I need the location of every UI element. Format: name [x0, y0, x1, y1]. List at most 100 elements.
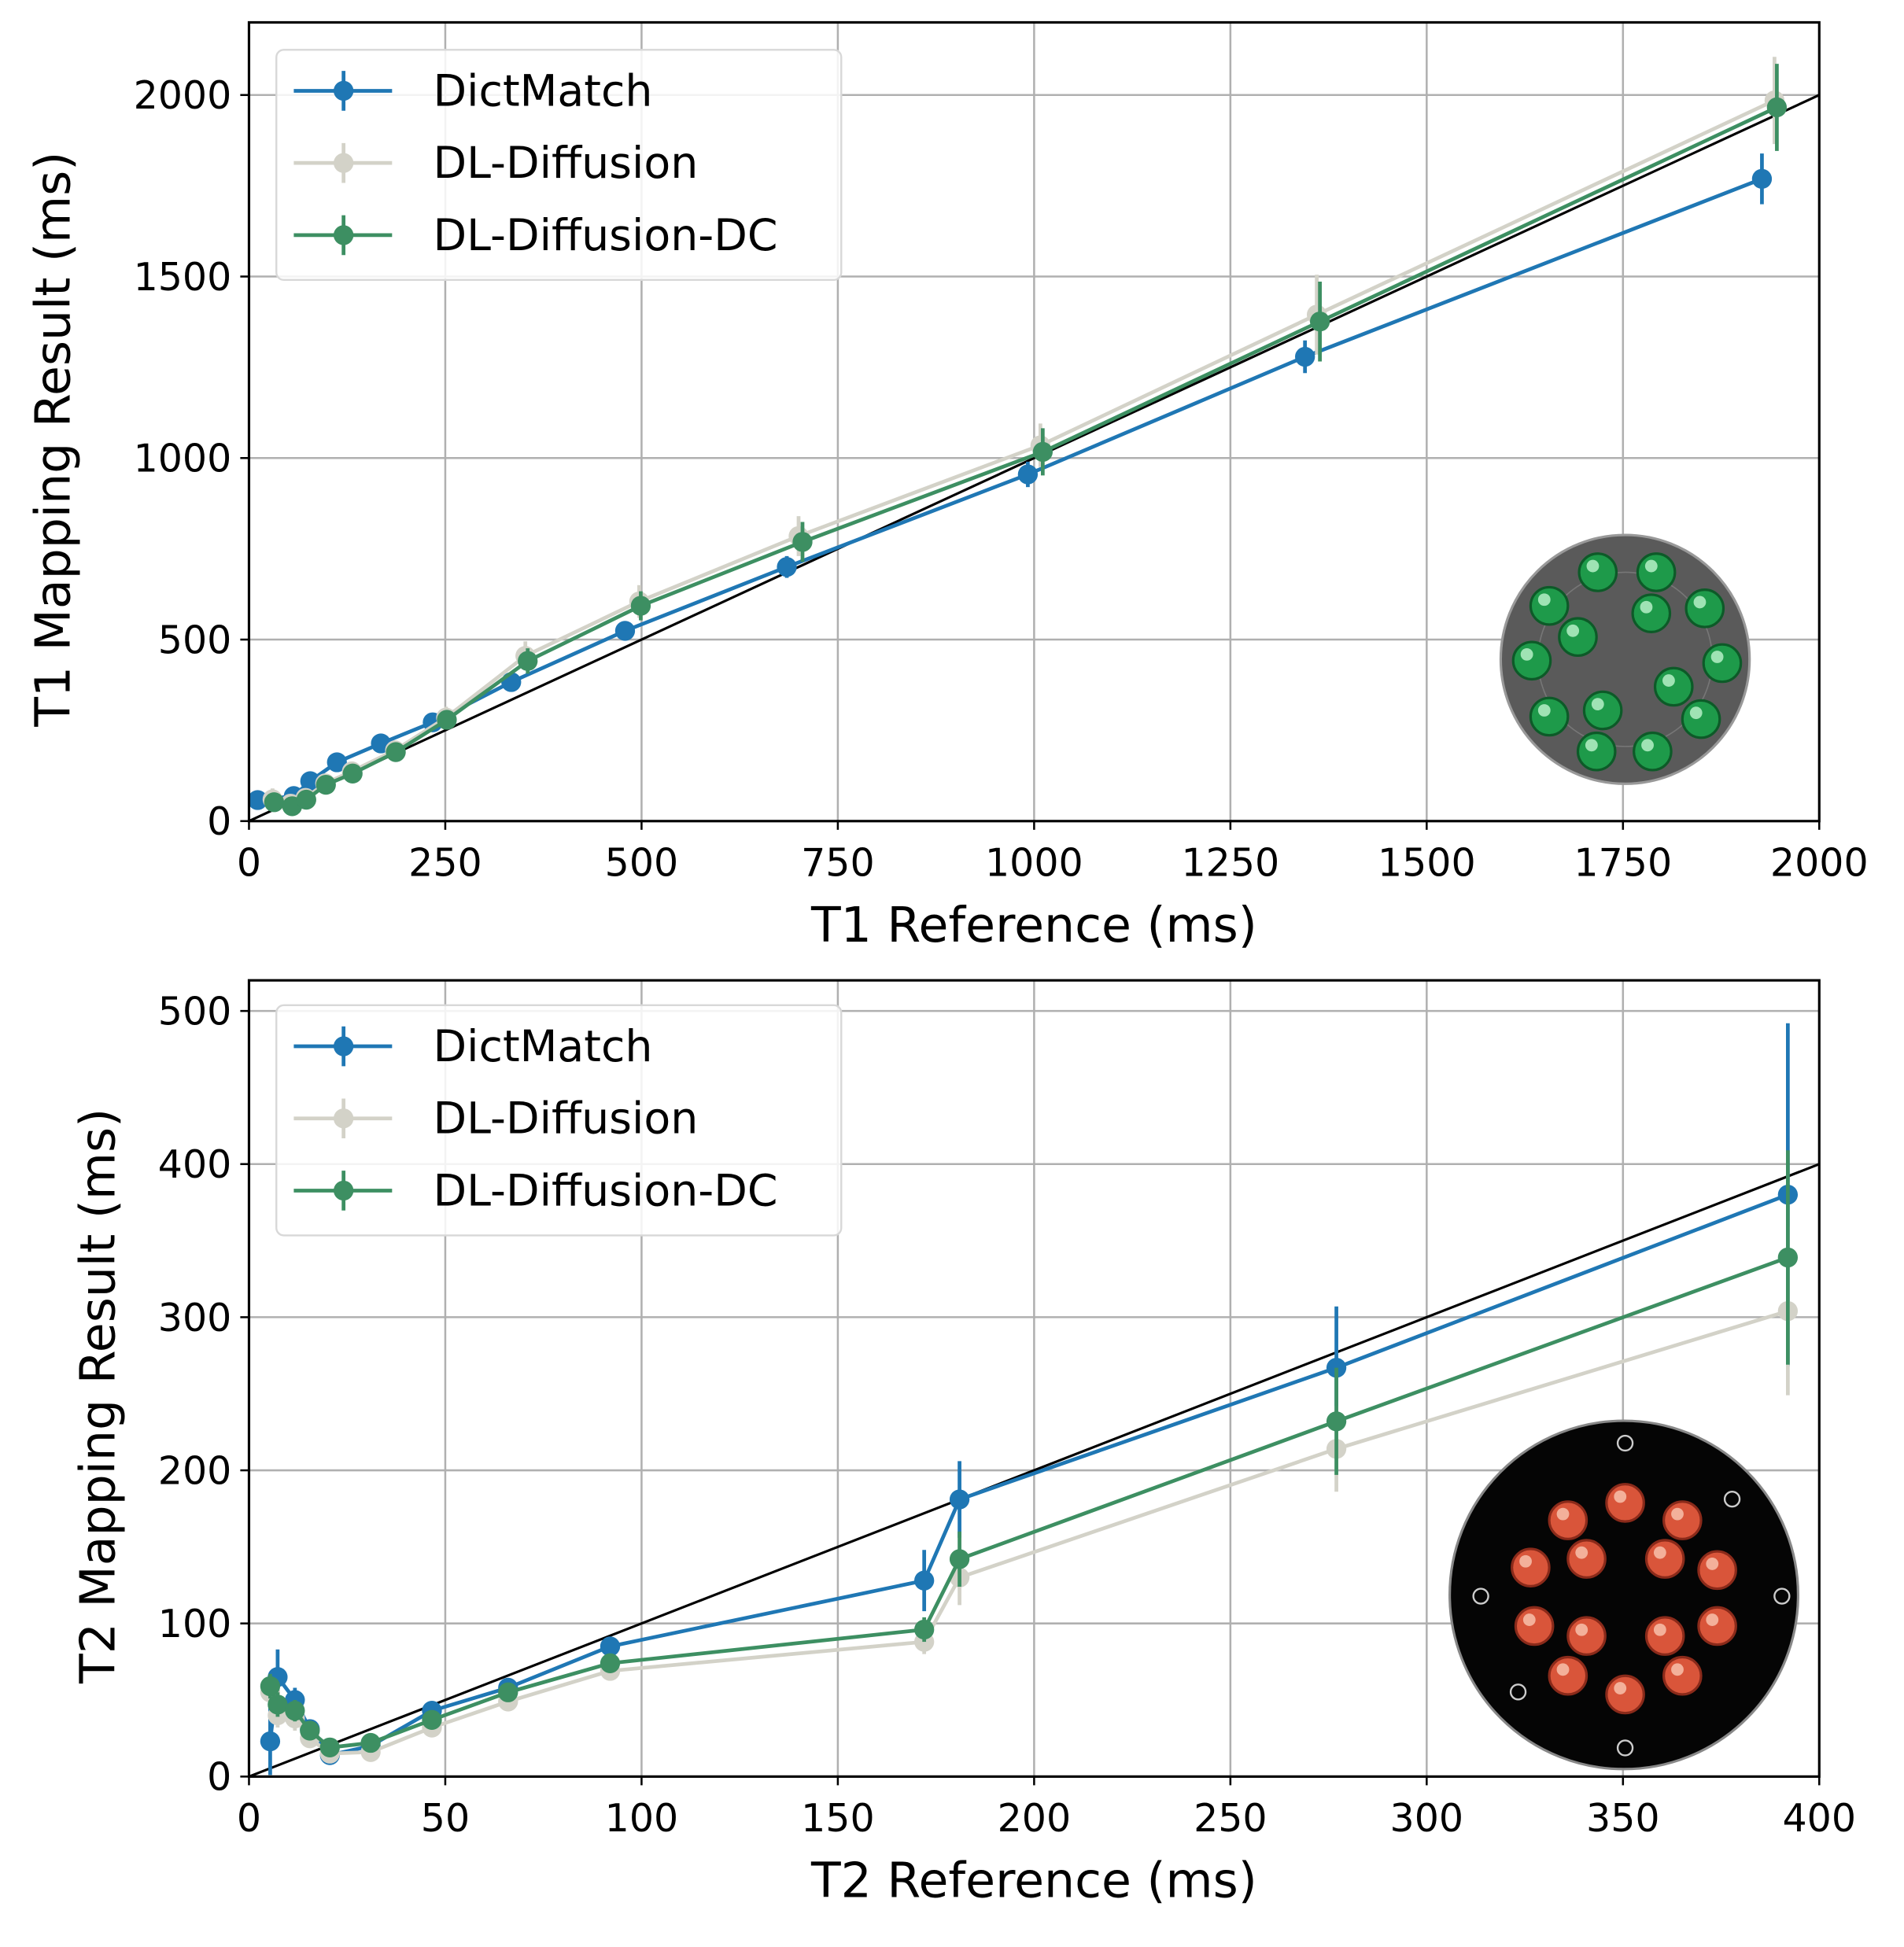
vial-highlight	[1522, 1613, 1536, 1626]
phantom-vial	[1511, 640, 1552, 681]
phantom-vial	[1684, 588, 1725, 629]
data-point	[792, 532, 813, 552]
y-tick-label: 100	[158, 1601, 232, 1646]
data-point	[386, 742, 406, 762]
x-tick-label: 400	[1783, 1795, 1857, 1841]
vial-highlight	[1689, 706, 1703, 720]
axes-frame	[247, 20, 1821, 823]
data-point	[1295, 346, 1315, 367]
phantom-vial	[1558, 617, 1598, 658]
legend-label: DL-Diffusion-DC	[434, 211, 778, 261]
x-tick-label: 1750	[1574, 839, 1672, 885]
x-tick-label: 0	[237, 1795, 261, 1841]
phantom-vial	[1529, 585, 1570, 626]
axes-frame	[247, 979, 1821, 1778]
x-tick-label: 500	[605, 839, 679, 885]
data-point	[498, 1682, 518, 1702]
vial-highlight	[1706, 1558, 1719, 1570]
data-point	[296, 789, 316, 810]
vial-highlight	[1640, 600, 1653, 614]
data-point	[327, 752, 347, 773]
x-tick-label: 200	[998, 1795, 1072, 1841]
y-axis-label: T1 Mapping Result (ms)	[25, 152, 82, 728]
phantom-vial	[1582, 690, 1623, 731]
legend-swatch-marker	[334, 225, 354, 245]
phantom-vial	[1576, 731, 1617, 772]
data-point	[1751, 168, 1773, 190]
data-point	[1766, 97, 1788, 118]
vial-highlight	[1653, 1623, 1666, 1636]
data-point	[949, 1489, 970, 1510]
vial-highlight	[1614, 1490, 1627, 1503]
t2-panel: 0 50 100 150 200 250 300 350 400 0 100 200 300 400 500…	[70, 979, 1857, 1909]
vial-highlight	[1556, 1663, 1570, 1676]
vial-highlight	[1706, 1613, 1719, 1626]
data-point	[600, 1636, 621, 1657]
legend-label: DL-Diffusion-DC	[434, 1166, 778, 1216]
vial-highlight	[1671, 1663, 1684, 1676]
phantom-vial	[1514, 1606, 1555, 1646]
vial-highlight	[1575, 1623, 1589, 1636]
x-tick-label: 100	[605, 1795, 679, 1841]
x-tick-label: 250	[1194, 1795, 1267, 1841]
data-point	[268, 1694, 288, 1715]
y-tick-label: 0	[207, 798, 231, 844]
x-tick-label: 300	[1390, 1795, 1464, 1841]
vial-highlight	[1585, 739, 1598, 752]
series-dl-diffusion-dc	[260, 1150, 1799, 1758]
data-point	[437, 710, 457, 730]
phantom-vial	[1697, 1550, 1737, 1591]
data-point	[285, 1700, 305, 1721]
data-point	[518, 651, 538, 671]
phantom-vial	[1653, 666, 1694, 707]
x-tick-label: 150	[801, 1795, 875, 1841]
phantom-vial	[1605, 1483, 1645, 1523]
vial-highlight	[1586, 559, 1600, 573]
y-tick-label: 500	[158, 989, 232, 1034]
data-point	[422, 1709, 442, 1730]
legend-label: DictMatch	[434, 66, 653, 116]
data-point	[949, 1549, 970, 1569]
phantom-marker	[1616, 1739, 1634, 1757]
y-tick-label: 2000	[134, 72, 232, 118]
x-tick-label: 1250	[1181, 839, 1279, 885]
vial-highlight	[1566, 624, 1580, 637]
phantom-vial	[1697, 1606, 1737, 1646]
y-tick-label: 500	[158, 617, 232, 662]
legend-swatch-marker	[334, 80, 354, 101]
data-point	[249, 790, 268, 810]
vial-highlight	[1644, 559, 1658, 573]
data-point	[300, 1720, 320, 1741]
vial-highlight	[1519, 1554, 1532, 1568]
legend-swatch-marker	[334, 1180, 354, 1201]
phantom-disc	[1448, 1419, 1799, 1771]
phantom-vial	[1577, 552, 1618, 592]
data-point	[630, 596, 651, 616]
y-axis-label: T2 Mapping Result (ms)	[70, 1108, 127, 1684]
legend-swatch-marker	[334, 1036, 354, 1056]
y-tick-label: 1500	[134, 254, 232, 300]
x-tick-label: 0	[237, 839, 261, 885]
identity-line	[249, 94, 1820, 821]
data-point	[1017, 464, 1039, 485]
phantom-vial	[1662, 1500, 1703, 1540]
data-point	[600, 1653, 621, 1673]
identity-line	[249, 1163, 1820, 1777]
data-point	[342, 763, 363, 784]
y-tick-label: 1000	[134, 436, 232, 481]
y-tick-label: 200	[158, 1447, 232, 1493]
phantom-vial	[1681, 699, 1721, 739]
x-tick-label: 1000	[985, 839, 1083, 885]
legend-label: DictMatch	[434, 1022, 653, 1072]
phantom-vial	[1636, 552, 1677, 592]
phantom-vial	[1566, 1616, 1607, 1656]
data-point	[777, 557, 797, 577]
y-tick-label: 0	[207, 1754, 231, 1800]
legend-box	[275, 49, 843, 282]
data-point	[315, 774, 336, 795]
legend-label: DL-Diffusion	[434, 1094, 699, 1145]
phantom-marker	[1472, 1587, 1489, 1605]
data-point	[1032, 441, 1053, 463]
legend-swatch-marker	[334, 153, 354, 173]
